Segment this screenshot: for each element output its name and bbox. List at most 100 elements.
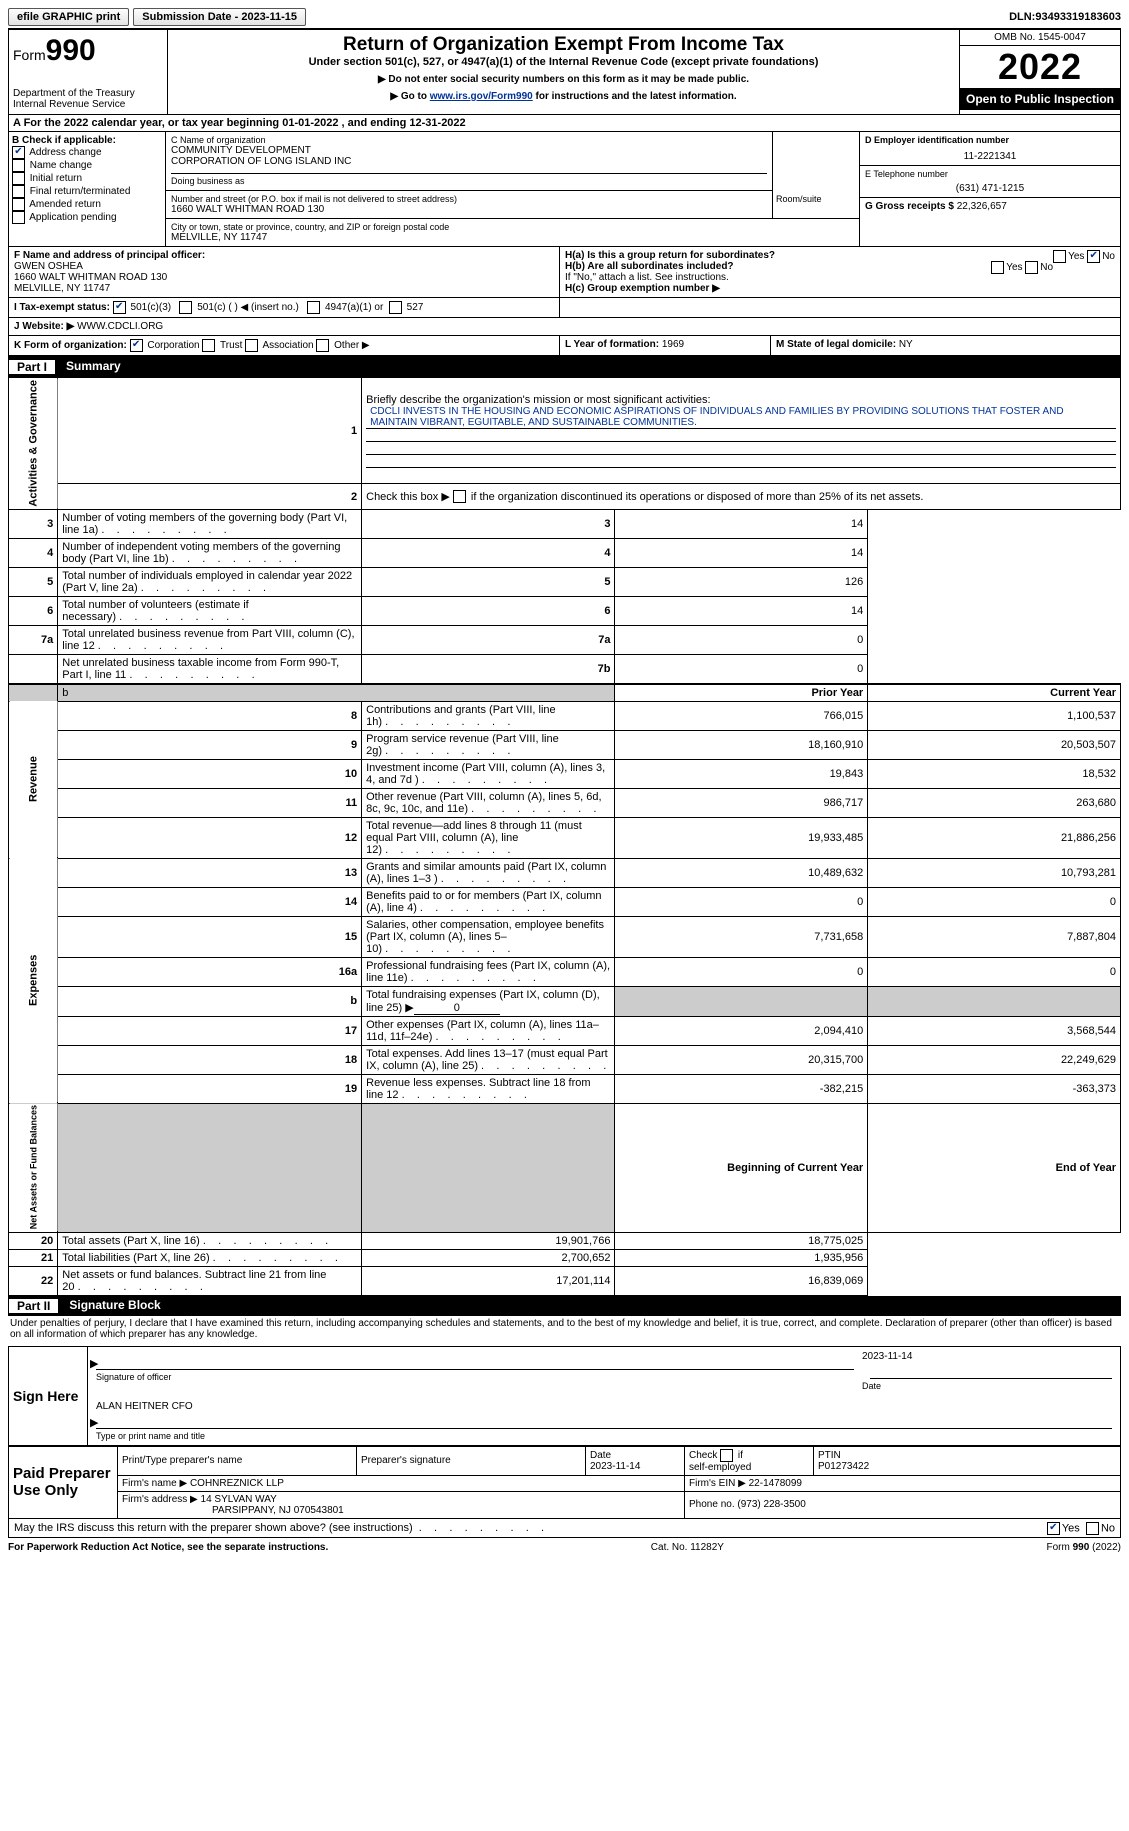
submission-date: 2023-11-15: [241, 11, 297, 23]
prior-year-value: 7,731,658: [615, 916, 868, 957]
trust-checkbox[interactable]: [202, 339, 215, 352]
other-checkbox[interactable]: [316, 339, 329, 352]
colb-item-label: Application pending: [29, 212, 116, 223]
colb-checkbox[interactable]: [12, 185, 25, 198]
table-row-value: 0: [615, 625, 868, 654]
527-checkbox[interactable]: [389, 301, 402, 314]
trust-label: Trust: [220, 340, 242, 351]
line2-checkbox[interactable]: [453, 490, 466, 503]
part1-name: Summary: [66, 359, 121, 375]
sig-officer-label: Signature of officer: [96, 1372, 862, 1382]
org-name-2: CORPORATION OF LONG ISLAND INC: [171, 156, 767, 167]
col-b-checkboxes: B Check if applicable: Address change Na…: [9, 132, 166, 246]
officer-city: MELVILLE, NY 11747: [14, 283, 554, 294]
end-year-value: 16,839,069: [615, 1266, 868, 1295]
officer-name-title: ALAN HEITNER CFO: [96, 1401, 1120, 1412]
current-year-value: 20,503,507: [868, 730, 1121, 759]
501c-label: 501(c) ( ) ◀ (insert no.): [197, 302, 299, 313]
firm-ein-value: 22-1478099: [749, 1478, 802, 1489]
prior-year-value: 19,933,485: [615, 817, 868, 858]
period-begin: 01-01-2022: [282, 117, 338, 129]
form-org-label: K Form of organization:: [14, 340, 127, 351]
assoc-checkbox[interactable]: [245, 339, 258, 352]
ha-yes-checkbox[interactable]: [1053, 250, 1066, 263]
colb-checkbox[interactable]: [12, 172, 25, 185]
footer-right: Form 990 (2022): [1047, 1542, 1121, 1553]
preparer-table: Paid Preparer Use Only Print/Type prepar…: [8, 1446, 1121, 1519]
501c3-checkbox[interactable]: [113, 301, 126, 314]
street-address: 1660 WALT WHITMAN ROAD 130: [171, 204, 767, 215]
form-subtitle: Under section 501(c), 527, or 4947(a)(1)…: [172, 56, 955, 68]
discuss-no-label: No: [1101, 1522, 1115, 1534]
table-row-label: Professional fundraising fees (Part IX, …: [362, 957, 615, 986]
4947-checkbox[interactable]: [307, 301, 320, 314]
colb-item-label: Amended return: [29, 199, 101, 210]
ein-label: D Employer identification number: [865, 135, 1115, 145]
omb-number: OMB No. 1545-0047: [960, 30, 1120, 46]
discuss-yes-checkbox[interactable]: [1047, 1522, 1060, 1535]
current-year-value: 21,886,256: [868, 817, 1121, 858]
4947-label: 4947(a)(1) or: [325, 302, 383, 313]
hb-yes-checkbox[interactable]: [991, 261, 1004, 274]
hdr-end: End of Year: [868, 1103, 1121, 1232]
top-bar: efile GRAPHIC print Submission Date - 20…: [8, 8, 1121, 29]
prior-year-value: 986,717: [615, 788, 868, 817]
table-row-label: Number of voting members of the governin…: [58, 509, 362, 538]
ha-no-checkbox[interactable]: [1087, 250, 1100, 263]
irs-link[interactable]: www.irs.gov/Form990: [430, 91, 533, 102]
discuss-no-checkbox[interactable]: [1086, 1522, 1099, 1535]
summary-table: Activities & Governance 1 Briefly descri…: [8, 377, 1121, 1296]
table-row-label: Net assets or fund balances. Subtract li…: [58, 1266, 362, 1295]
prior-year-value: 0: [615, 957, 868, 986]
current-year-value: 22,249,629: [868, 1045, 1121, 1074]
firm-addr1: 14 SYLVAN WAY: [201, 1494, 277, 1505]
table-row-label: Total unrelated business revenue from Pa…: [58, 625, 362, 654]
hb-no-checkbox[interactable]: [1025, 261, 1038, 274]
tax-status-label: I Tax-exempt status:: [14, 302, 110, 313]
year-formation-value: 1969: [662, 339, 684, 350]
name-title-label: Type or print name and title: [96, 1431, 1120, 1441]
prior-year-value: 19,843: [615, 759, 868, 788]
corp-checkbox[interactable]: [130, 339, 143, 352]
perjury-declaration: Under penalties of perjury, I declare th…: [8, 1316, 1121, 1342]
discuss-yes-label: Yes: [1062, 1522, 1080, 1534]
table-row-value: 126: [615, 567, 868, 596]
table-row-label: Total liabilities (Part X, line 26): [58, 1249, 362, 1266]
part2-name: Signature Block: [69, 1298, 160, 1314]
current-year-value: 1,100,537: [868, 701, 1121, 730]
footer-mid: Cat. No. 11282Y: [651, 1542, 724, 1553]
colb-checkbox[interactable]: [12, 198, 25, 211]
ein-value: 11-2221341: [865, 151, 1115, 162]
efile-button[interactable]: efile GRAPHIC print: [8, 8, 129, 26]
form-note1: ▶ Do not enter social security numbers o…: [172, 74, 955, 85]
phone-label: E Telephone number: [865, 169, 1115, 179]
table-row-value: 14: [615, 509, 868, 538]
irs-label: Internal Revenue Service: [13, 99, 163, 110]
room-label: Room/suite: [776, 194, 822, 204]
current-year-value: 263,680: [868, 788, 1121, 817]
colb-checkbox[interactable]: [12, 159, 25, 172]
submission-button[interactable]: Submission Date - 2023-11-15: [133, 8, 306, 26]
current-year-value: 0: [868, 887, 1121, 916]
side-expenses: Expenses: [9, 858, 58, 1103]
table-row-label: Number of independent voting members of …: [58, 538, 362, 567]
colb-checkbox[interactable]: [12, 146, 25, 159]
self-emp-checkbox[interactable]: [720, 1449, 733, 1462]
row-a-period: A For the 2022 calendar year, or tax yea…: [8, 115, 1121, 132]
side-activities: Activities & Governance: [9, 378, 58, 510]
colb-item-label: Name change: [30, 160, 92, 171]
end-year-value: 18,775,025: [615, 1232, 868, 1249]
part2-header: Part II Signature Block: [8, 1296, 1121, 1316]
hdr-beg: Beginning of Current Year: [615, 1103, 868, 1232]
colb-checkbox[interactable]: [12, 211, 25, 224]
table-row-label: Total fundraising expenses (Part IX, col…: [362, 986, 615, 1016]
current-year-value: 18,532: [868, 759, 1121, 788]
side-netassets: Net Assets or Fund Balances: [9, 1103, 58, 1232]
501c-checkbox[interactable]: [179, 301, 192, 314]
firm-phone-value: (973) 228-3500: [737, 1499, 805, 1510]
tax-year: 2022: [960, 46, 1120, 88]
table-row-label: Total expenses. Add lines 13–17 (must eq…: [362, 1045, 615, 1074]
gross-label: G Gross receipts $: [865, 201, 957, 212]
signature-area: Sign Here ▶ Signature of officer 2023-11…: [8, 1346, 1121, 1446]
form-word: Form: [13, 47, 46, 63]
